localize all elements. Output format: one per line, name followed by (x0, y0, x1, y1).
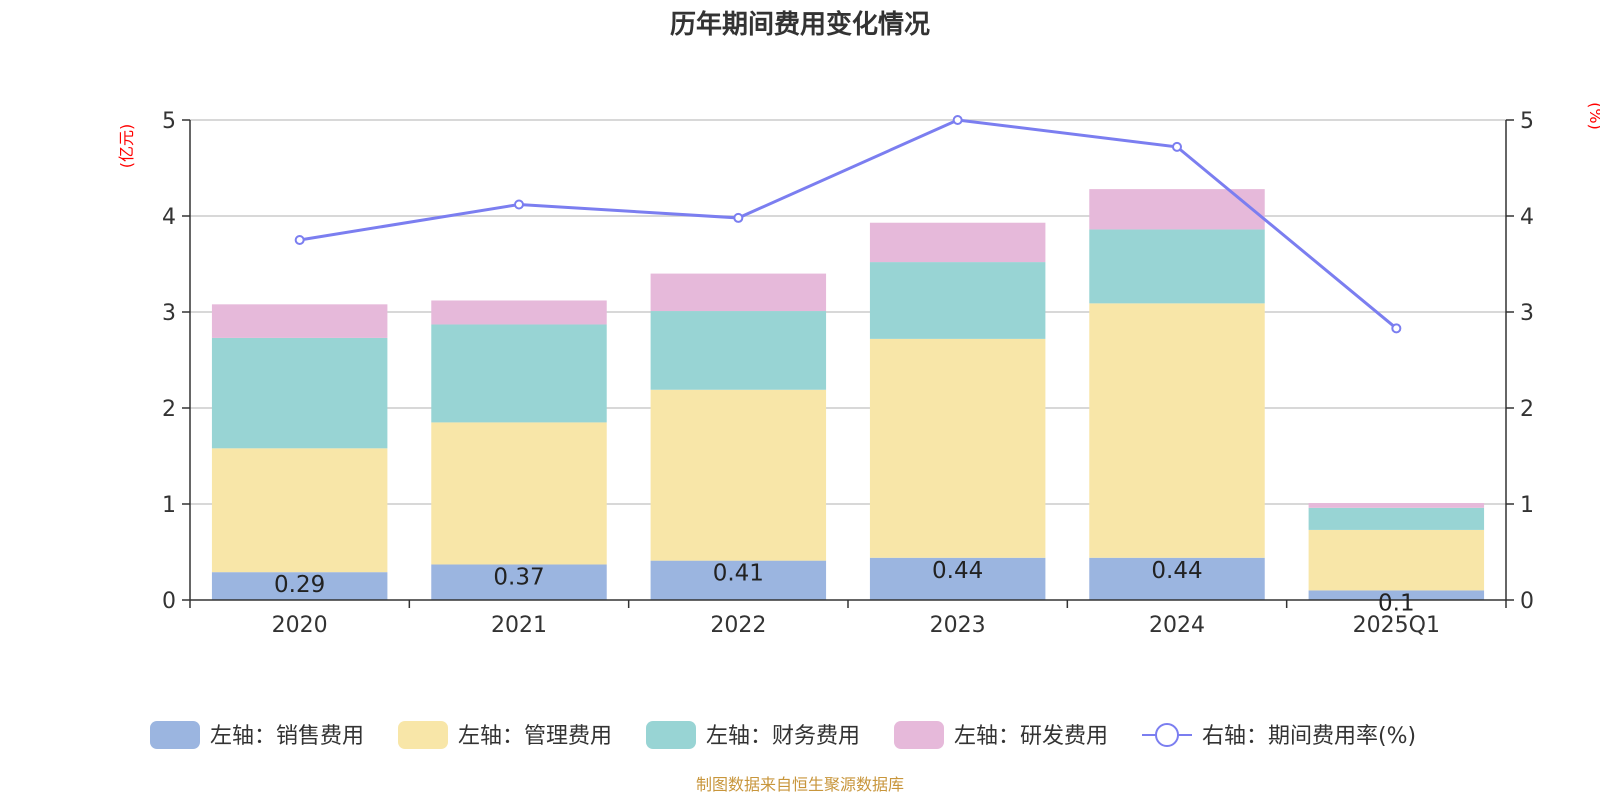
bar-segment (1308, 503, 1485, 508)
data-label: 0.37 (493, 564, 544, 590)
data-label: 0.29 (274, 572, 325, 598)
x-tick-label: 2025Q1 (1353, 613, 1440, 638)
legend-swatch (646, 721, 696, 749)
data-label: 0.44 (1151, 558, 1202, 584)
x-tick-label: 2024 (1149, 613, 1205, 638)
legend-swatch (150, 721, 200, 749)
bar-segment (1089, 557, 1265, 600)
right-tick-label: 5 (1520, 109, 1534, 134)
chart-title: 历年期间费用变化情况 (670, 9, 930, 40)
legend[interactable]: 左轴：销售费用 左轴：管理费用 左轴：财务费用 左轴：研发费用 右轴：期间费用率(%) (150, 721, 1416, 749)
bar-segment (869, 557, 1046, 600)
bar-segment (211, 572, 388, 600)
bar-segment (650, 389, 827, 561)
bar-segment (869, 262, 1046, 339)
data-label: 0.44 (932, 558, 983, 584)
bar-segment (650, 560, 827, 600)
bars (211, 189, 1485, 600)
bar-segment (431, 564, 607, 600)
right-tick-label: 0 (1520, 589, 1534, 614)
legend-label: 左轴：销售费用 (210, 724, 364, 749)
rate-line-path (299, 118, 1398, 330)
right-tick-label: 2 (1520, 397, 1534, 422)
legend-swatch-marker (1155, 723, 1179, 747)
rate-point (1391, 323, 1402, 334)
bar-segment (650, 311, 827, 390)
legend-swatch (894, 721, 944, 749)
legend-label: 左轴：研发费用 (954, 724, 1108, 749)
x-tick-label: 2022 (710, 613, 766, 638)
bar-segment (650, 273, 827, 312)
left-tick-label: 4 (162, 205, 176, 230)
rate-point (952, 115, 963, 125)
source-note: 制图数据来自恒生聚源数据库 (696, 775, 904, 794)
right-tick-label: 4 (1520, 205, 1534, 230)
bar-segment (869, 338, 1046, 558)
bar-segment (431, 422, 607, 565)
bar-segment (431, 300, 607, 325)
x-tick-label: 2021 (491, 613, 547, 638)
rate-line (294, 115, 1402, 334)
grid (190, 119, 1506, 505)
bar-segment (1089, 189, 1265, 230)
right-tick-label: 3 (1520, 301, 1534, 326)
left-tick-label: 5 (162, 109, 176, 134)
legend-label: 右轴：期间费用率(%) (1202, 724, 1416, 749)
data-labels: 0.29 0.37 0.41 0.44 0.44 0.1 (274, 558, 1415, 617)
legend-swatch (398, 721, 448, 749)
rate-point (733, 212, 744, 223)
rate-point (294, 235, 305, 245)
bar-segment (211, 304, 388, 338)
bar-segment (1308, 529, 1485, 591)
x-tick-label: 2023 (930, 613, 986, 638)
left-tick-label: 3 (162, 301, 176, 326)
bar-segment (1089, 303, 1265, 558)
left-tick-label: 0 (162, 589, 176, 614)
bar-segment (869, 222, 1046, 263)
bar-segment (1089, 229, 1265, 304)
right-tick-label: 1 (1520, 493, 1534, 518)
axes: 0 1 2 3 4 5 0 1 2 3 4 5 2020 2021 2022 2023 2024 2025Q1 (162, 109, 1534, 638)
legend-label: 左轴：管理费用 (458, 724, 612, 749)
bar-segment (1308, 590, 1485, 600)
right-axis-unit: (%) (1586, 102, 1600, 130)
legend-label: 左轴：财务费用 (706, 724, 860, 749)
data-label: 0.41 (713, 561, 764, 587)
left-tick-label: 2 (162, 397, 176, 422)
bar-segment (211, 448, 388, 573)
left-axis-unit: (亿元) (117, 124, 136, 169)
bar-segment (211, 337, 388, 449)
rate-point (514, 199, 524, 210)
rate-point (1172, 141, 1182, 152)
x-tick-label: 2020 (272, 613, 328, 638)
bar-segment (431, 324, 607, 423)
bar-segment (1308, 507, 1485, 530)
data-label: 0.1 (1378, 590, 1415, 616)
left-tick-label: 1 (162, 493, 176, 518)
